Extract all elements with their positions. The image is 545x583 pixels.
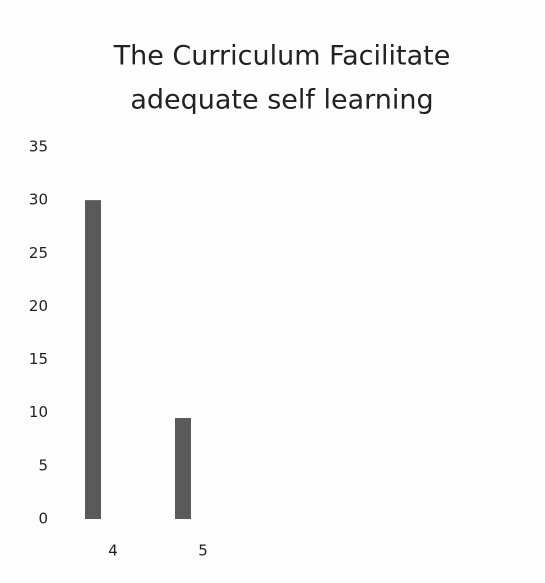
y-tick-label: 20 xyxy=(29,297,48,315)
y-tick-label: 30 xyxy=(29,191,48,209)
bar xyxy=(85,200,101,519)
bar xyxy=(175,418,191,519)
x-tick-label: 5 xyxy=(198,542,208,560)
y-tick-label: 15 xyxy=(29,350,48,368)
chart-title: adequate self learning xyxy=(130,85,433,116)
x-tick-label: 4 xyxy=(108,542,118,560)
y-tick-label: 35 xyxy=(29,138,48,156)
y-tick-label: 0 xyxy=(38,510,48,528)
y-tick-label: 5 xyxy=(38,456,48,474)
y-tick-label: 25 xyxy=(29,244,48,262)
chart-title: The Curriculum Facilitate xyxy=(113,41,451,72)
y-tick-label: 10 xyxy=(29,403,48,421)
